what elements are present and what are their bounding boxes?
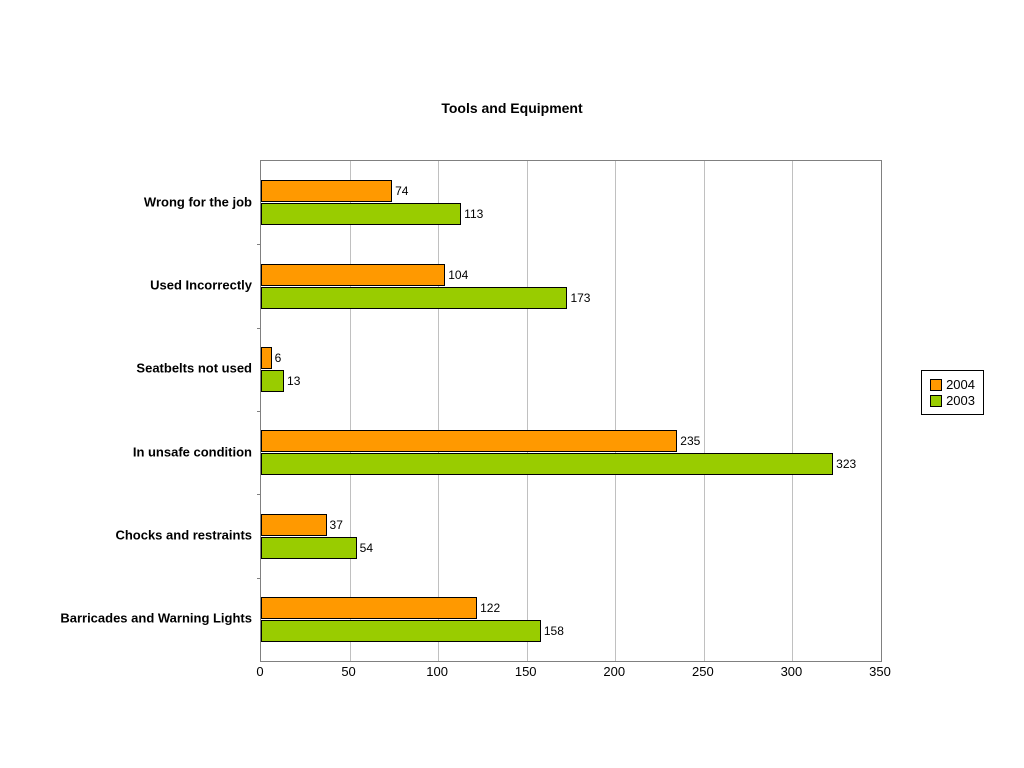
- y-tick: [257, 411, 261, 412]
- grid-container: [261, 161, 881, 661]
- bar-value-label: 37: [330, 518, 343, 532]
- bar-value-label: 74: [395, 184, 408, 198]
- x-tick-label: 200: [603, 664, 625, 679]
- y-category-label: Barricades and Warning Lights: [60, 611, 252, 626]
- x-tick-label: 100: [426, 664, 448, 679]
- bar-value-label: 54: [360, 541, 373, 555]
- legend: 20042003: [921, 370, 984, 415]
- y-tick: [257, 578, 261, 579]
- bar-value-label: 113: [464, 207, 483, 221]
- x-tick-label: 300: [781, 664, 803, 679]
- x-tick-label: 350: [869, 664, 891, 679]
- bar: 323: [261, 453, 833, 475]
- gridline: [350, 161, 351, 661]
- bar-value-label: 235: [680, 434, 700, 448]
- bar: 173: [261, 287, 567, 309]
- y-category-label: In unsafe condition: [133, 444, 252, 459]
- plot-area: 741131041736132353233754122158: [260, 160, 882, 662]
- legend-label: 2004: [946, 377, 975, 392]
- bar-value-label: 122: [480, 601, 500, 615]
- y-tick: [257, 328, 261, 329]
- gridline: [704, 161, 705, 661]
- bar-value-label: 6: [275, 351, 282, 365]
- y-axis-labels: Wrong for the job Used Incorrectly Seatbel…: [0, 160, 252, 660]
- bar: 235: [261, 430, 677, 452]
- y-tick: [257, 494, 261, 495]
- bar: 122: [261, 597, 477, 619]
- x-tick-label: 150: [515, 664, 537, 679]
- bar: 54: [261, 537, 357, 559]
- y-category-label: Chocks and restraints: [115, 528, 252, 543]
- bar-value-label: 13: [287, 374, 300, 388]
- x-tick-label: 0: [256, 664, 263, 679]
- legend-swatch: [930, 395, 942, 407]
- x-tick-label: 250: [692, 664, 714, 679]
- bar: 6: [261, 347, 272, 369]
- y-category-label: Wrong for the job: [144, 194, 252, 209]
- legend-item: 2004: [930, 377, 975, 392]
- gridline: [615, 161, 616, 661]
- gridline: [527, 161, 528, 661]
- legend-label: 2003: [946, 393, 975, 408]
- legend-item: 2003: [930, 393, 975, 408]
- chart-title: Tools and Equipment: [0, 100, 1024, 116]
- bar-value-label: 173: [570, 291, 590, 305]
- y-tick: [257, 244, 261, 245]
- legend-swatch: [930, 379, 942, 391]
- bar: 104: [261, 264, 445, 286]
- bar-value-label: 158: [544, 624, 564, 638]
- bar: 158: [261, 620, 541, 642]
- gridline: [438, 161, 439, 661]
- bar: 37: [261, 514, 327, 536]
- x-axis-labels: 050100150200250300350: [260, 664, 880, 684]
- y-category-label: Used Incorrectly: [150, 278, 252, 293]
- bar: 13: [261, 370, 284, 392]
- x-tick-label: 50: [341, 664, 355, 679]
- bar: 113: [261, 203, 461, 225]
- bar-value-label: 323: [836, 457, 856, 471]
- gridline: [792, 161, 793, 661]
- y-category-label: Seatbelts not used: [136, 361, 252, 376]
- bar-value-label: 104: [448, 268, 468, 282]
- bar: 74: [261, 180, 392, 202]
